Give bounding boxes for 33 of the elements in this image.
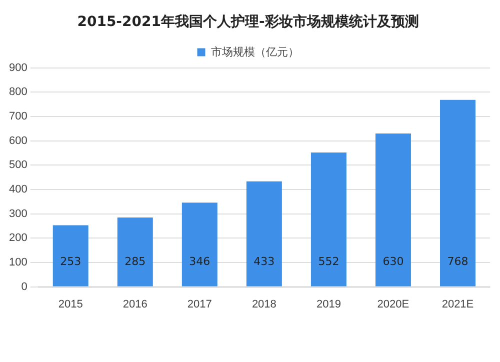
x-tick-label: 2020E: [377, 298, 410, 310]
bar: [440, 100, 476, 286]
y-tick-label: 300: [8, 208, 28, 220]
y-tick-label: 100: [8, 256, 28, 268]
bar: [375, 134, 411, 286]
data-label: 346: [189, 255, 210, 268]
x-tick-label: 2021E: [442, 298, 474, 310]
x-tick-label: 2017: [187, 298, 212, 310]
x-tick-label: 2016: [122, 298, 148, 310]
legend-label: 市场规模（亿元）: [210, 45, 299, 58]
data-label: 433: [254, 255, 275, 268]
x-tick-label: 2015: [58, 298, 83, 310]
data-label: 630: [382, 255, 404, 268]
y-tick-label: 700: [8, 110, 28, 122]
data-label: 768: [447, 255, 468, 268]
chart-title: 2015-2021年我国个人护理-彩妆市场规模统计及预测: [77, 13, 419, 30]
y-tick-label: 400: [8, 184, 28, 196]
bar: [310, 152, 346, 286]
y-tick-label: 600: [8, 134, 28, 147]
y-tick-label: 200: [8, 232, 28, 244]
y-tick-label: 900: [8, 62, 28, 74]
y-tick-label: 0: [21, 280, 28, 293]
y-tick-label: 500: [8, 159, 28, 172]
bar: [182, 202, 218, 286]
data-label: 552: [318, 255, 340, 268]
bar: [117, 217, 153, 286]
x-tick-label: 2018: [252, 298, 276, 310]
bar: [246, 181, 282, 286]
x-tick-label: 2019: [316, 298, 341, 310]
bar: [52, 225, 88, 286]
data-label: 285: [124, 255, 146, 268]
data-label: 253: [60, 255, 82, 268]
y-tick-label: 800: [8, 86, 28, 98]
